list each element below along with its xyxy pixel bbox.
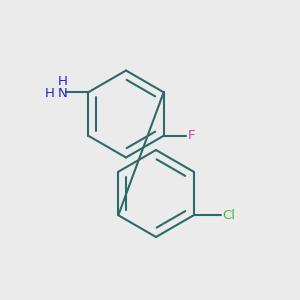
Text: Cl: Cl <box>222 209 235 222</box>
Text: N: N <box>58 87 68 100</box>
Text: H: H <box>44 87 54 100</box>
Text: H: H <box>58 75 68 88</box>
Text: F: F <box>188 129 195 142</box>
